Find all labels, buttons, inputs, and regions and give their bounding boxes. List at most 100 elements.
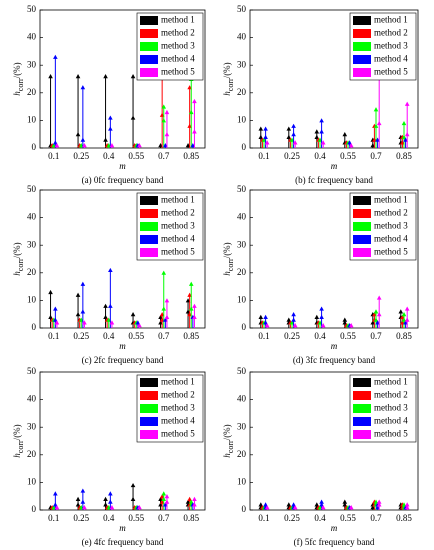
- y-label-unit: /(%): [222, 62, 232, 78]
- legend-label: method 3: [161, 41, 195, 51]
- x-tick-label: 0.7: [370, 331, 382, 341]
- legend-swatch: [353, 196, 371, 205]
- legend-swatch: [353, 209, 371, 218]
- plot-frame: [249, 371, 419, 511]
- legend-label: method 4: [374, 54, 408, 64]
- y-label-sub: corr: [226, 78, 235, 91]
- point: [292, 140, 298, 145]
- point: [192, 502, 197, 507]
- legend-swatch: [353, 404, 371, 413]
- y-label-main: h: [222, 453, 232, 458]
- point: [108, 491, 113, 496]
- x-tick-label: 0.55: [340, 513, 356, 523]
- y-tick-label: 10: [237, 294, 247, 304]
- point: [319, 129, 324, 134]
- legend-swatch: [140, 430, 158, 439]
- legend-label: method 4: [374, 416, 408, 426]
- y-tick-label: 30: [237, 59, 247, 69]
- point: [401, 317, 407, 322]
- plot-frame: [39, 9, 206, 149]
- x-tick-label: 0.7: [158, 151, 170, 161]
- point: [291, 317, 296, 322]
- x-tick-label: 0.7: [158, 331, 170, 341]
- point: [342, 499, 348, 504]
- point: [135, 320, 141, 325]
- caption: (a) 0fc frequency band: [82, 175, 164, 185]
- x-tick-label: 0.85: [396, 151, 412, 161]
- legend-swatch: [140, 235, 158, 244]
- point: [314, 314, 320, 319]
- point: [103, 303, 108, 308]
- point: [75, 502, 81, 507]
- y-axis-label: hcorr/(%): [222, 424, 235, 457]
- y-label-sub: corr: [16, 440, 25, 453]
- point: [376, 295, 382, 300]
- point: [161, 491, 167, 496]
- x-tick-label: 0.7: [370, 513, 382, 523]
- x-tick-label: 0.55: [128, 513, 144, 523]
- point: [164, 494, 170, 499]
- point: [137, 323, 142, 328]
- x-tick-label: 0.25: [284, 513, 300, 523]
- point: [75, 496, 81, 501]
- legend-swatch: [353, 68, 371, 77]
- y-tick-label: 20: [237, 87, 247, 97]
- point: [192, 98, 197, 104]
- point: [376, 312, 382, 317]
- point: [109, 505, 115, 510]
- y-tick-label: 30: [27, 421, 37, 431]
- legend-label: method 4: [161, 234, 195, 244]
- y-tick-label: 30: [27, 239, 37, 249]
- point: [187, 496, 192, 501]
- x-tick-label: 0.1: [258, 513, 269, 523]
- point: [404, 101, 410, 106]
- point: [401, 312, 407, 317]
- point: [373, 107, 379, 112]
- point: [75, 312, 81, 317]
- point: [161, 496, 167, 501]
- x-tick-label: 0.55: [340, 331, 356, 341]
- y-tick-label: 20: [27, 87, 37, 97]
- legend-label: method 5: [161, 429, 195, 439]
- y-tick-label: 40: [237, 32, 247, 42]
- legend-label: method 5: [161, 247, 195, 257]
- point: [161, 270, 167, 275]
- point: [404, 306, 410, 311]
- plot-frame: [39, 371, 206, 511]
- y-tick-label: 0: [242, 322, 247, 332]
- y-axis-label: hcorr/(%): [12, 242, 25, 275]
- point: [291, 312, 296, 317]
- point: [82, 320, 87, 325]
- y-axis-label: hcorr/(%): [12, 424, 25, 457]
- point: [48, 314, 53, 319]
- x-tick-label: 0.25: [284, 331, 300, 341]
- point: [192, 303, 197, 308]
- y-label-main: h: [222, 271, 232, 276]
- point: [292, 505, 298, 510]
- x-tick-label: 0.85: [396, 331, 412, 341]
- point: [404, 132, 410, 137]
- point: [192, 129, 197, 134]
- x-axis-label: m: [119, 523, 126, 533]
- point: [286, 126, 292, 131]
- x-tick-label: 0.85: [396, 513, 412, 523]
- point: [314, 502, 320, 507]
- point: [347, 140, 352, 145]
- x-tick-label: 0.4: [314, 513, 326, 523]
- x-tick-label: 0.4: [314, 331, 326, 341]
- point: [109, 320, 115, 325]
- point: [192, 314, 197, 319]
- legend-label: method 5: [374, 429, 408, 439]
- y-tick-label: 40: [237, 394, 247, 404]
- x-tick-label: 0.25: [73, 513, 89, 523]
- point: [286, 502, 292, 507]
- legend-swatch: [140, 42, 158, 51]
- point: [342, 317, 348, 322]
- y-tick-label: 0: [32, 142, 37, 152]
- legend-label: method 2: [161, 28, 195, 38]
- point: [291, 502, 296, 507]
- point: [53, 502, 58, 507]
- point: [53, 306, 58, 311]
- x-tick-label: 0.1: [258, 151, 269, 161]
- point: [291, 132, 296, 137]
